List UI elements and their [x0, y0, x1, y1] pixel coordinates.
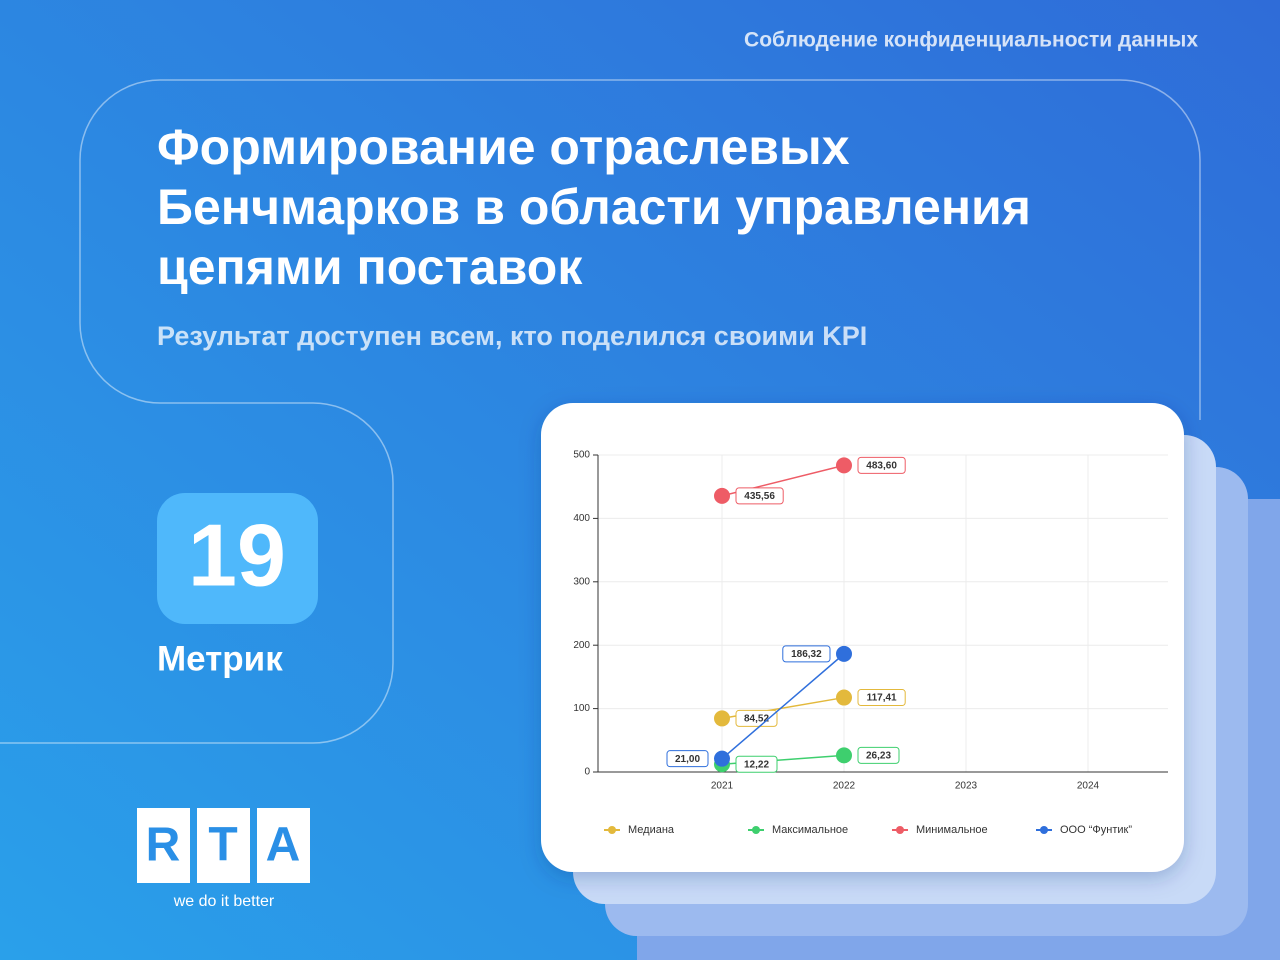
value-label: 117,41: [867, 693, 897, 704]
value-label: 186,32: [791, 649, 822, 660]
logo-letter: R: [146, 819, 181, 872]
data-point: [714, 710, 730, 727]
y-tick-label: 0: [584, 767, 590, 778]
value-label-box: [857, 456, 906, 474]
legend-marker: [752, 826, 760, 834]
data-point: [836, 747, 852, 764]
badge-label: Метрик: [157, 639, 283, 678]
legend-label: Максимальное: [772, 824, 848, 836]
logo: R T A we do it better: [137, 808, 310, 910]
badge-box: [157, 493, 318, 624]
series-line: [721, 653, 845, 760]
value-label: 12,22: [744, 759, 769, 770]
logo-letter: A: [266, 819, 301, 872]
badge-number: 19: [188, 505, 286, 604]
x-tick-label: 2023: [955, 781, 978, 792]
y-tick-label: 500: [573, 450, 590, 461]
legend-marker: [608, 826, 616, 834]
value-label: 435,56: [744, 491, 775, 502]
data-point: [836, 645, 852, 662]
logo-box: [257, 808, 310, 883]
data-point: [714, 750, 730, 767]
value-label-box: [857, 746, 900, 764]
value-label: 21,00: [675, 754, 700, 765]
outline-frame: [0, 79, 1201, 744]
data-point: [836, 457, 852, 474]
x-tick-label: 2022: [833, 781, 856, 792]
value-label: 84,52: [744, 714, 769, 725]
logo-tagline: we do it better: [173, 893, 275, 910]
legend-marker: [1040, 826, 1048, 834]
legend-marker: [896, 826, 904, 834]
logo-box: [197, 808, 250, 883]
x-tick-label: 2021: [711, 781, 734, 792]
legend-label: Медиана: [628, 824, 675, 836]
value-label: 483,60: [866, 461, 897, 472]
value-label-box: [735, 755, 778, 773]
legend-label: ООО “Фунтик”: [1060, 824, 1132, 836]
value-label-box: [735, 709, 778, 727]
logo-letter: T: [208, 819, 237, 872]
x-tick-label: 2024: [1077, 781, 1100, 792]
y-tick-label: 300: [573, 576, 590, 587]
subtitle: Результат доступен всем, кто поделился с…: [157, 321, 867, 351]
legend-label: Минимальное: [916, 824, 988, 836]
value-label: 26,23: [866, 751, 891, 762]
y-tick-label: 200: [573, 640, 590, 651]
y-tick-label: 400: [573, 513, 590, 524]
value-label-box: [735, 487, 784, 505]
data-point: [836, 689, 852, 706]
title-line: Формирование отраслевых: [157, 119, 850, 175]
title-line: Бенчмарков в области управления: [157, 179, 1031, 235]
title-line: цепями поставок: [157, 239, 583, 295]
logo-box: [137, 808, 190, 883]
value-label-box: [666, 750, 709, 768]
value-label-box: [782, 645, 831, 663]
data-point: [714, 487, 730, 504]
y-tick-label: 100: [573, 703, 590, 714]
chart: 0 100 200 300 400 500 2021 2022 2023 2024 84,52 117…: [573, 450, 1168, 836]
value-label-box: [857, 689, 906, 707]
top-note: Соблюдение конфиденциальности данных: [744, 29, 1198, 52]
